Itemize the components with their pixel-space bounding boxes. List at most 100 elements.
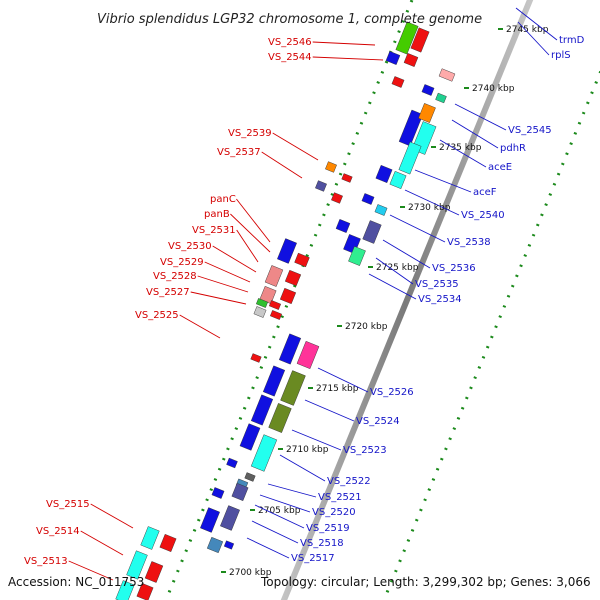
gene-label-vs_2540[interactable]: VS_2540 — [461, 210, 505, 221]
gene-label-vs_2524[interactable]: VS_2524 — [356, 416, 400, 427]
gene-label-vs_2528[interactable]: VS_2528 — [153, 271, 197, 282]
gene-label-vs_2531[interactable]: VS_2531 — [192, 225, 236, 236]
gene-block — [389, 171, 407, 189]
gene-label-vs_2521[interactable]: VS_2521 — [318, 492, 362, 503]
leader-line-left — [80, 530, 124, 556]
gene-block — [403, 53, 419, 67]
gene-label-vs_2534[interactable]: VS_2534 — [418, 294, 462, 305]
gene-label-vs_2519[interactable]: VS_2519 — [306, 523, 350, 534]
gene-block — [136, 583, 154, 600]
gene-label-vs_2536[interactable]: VS_2536 — [432, 263, 476, 274]
gene-block — [231, 483, 249, 501]
gene-label-vs_2517[interactable]: VS_2517 — [291, 553, 335, 564]
gene-block — [264, 265, 284, 287]
gene-label-pdhr[interactable]: pdhR — [500, 143, 526, 154]
gene-block — [361, 193, 375, 205]
gene-label-vs_2539[interactable]: VS_2539 — [228, 128, 272, 139]
gene-block — [335, 219, 351, 233]
gene-label-vs_2538[interactable]: VS_2538 — [447, 237, 491, 248]
gene-block — [279, 287, 297, 305]
kbp-label: 2725 kbp — [376, 263, 419, 273]
outer-dotted-tracks — [164, 0, 600, 600]
gene-block — [398, 141, 422, 175]
gene-label-vs_2522[interactable]: VS_2522 — [327, 476, 371, 487]
leader-line-right — [368, 273, 417, 300]
leader-line-left — [68, 560, 114, 581]
gene-block — [226, 457, 238, 469]
leader-line-right — [414, 169, 472, 193]
gene-label-vs_2535[interactable]: VS_2535 — [415, 279, 459, 290]
gene-label-vs_2523[interactable]: VS_2523 — [343, 445, 387, 456]
leader-line-right — [279, 454, 326, 482]
gene-block — [159, 534, 177, 552]
leader-line-right — [515, 7, 558, 41]
leader-line-right — [382, 239, 431, 269]
gene-block — [220, 505, 240, 531]
gene-block — [418, 103, 436, 123]
gene-label-vs_2514[interactable]: VS_2514 — [36, 526, 80, 537]
gene-label-vs_2525[interactable]: VS_2525 — [135, 310, 179, 321]
gene-block — [438, 68, 456, 82]
gene-block — [200, 507, 220, 533]
leader-line-right — [254, 504, 305, 529]
leader-line-left — [230, 213, 271, 253]
gene-label-vs_2545[interactable]: VS_2545 — [508, 125, 552, 136]
gene-label-vs_2520[interactable]: VS_2520 — [312, 507, 356, 518]
gene-label-vs_2544[interactable]: VS_2544 — [268, 52, 312, 63]
gene-block — [325, 161, 337, 173]
leader-line-right — [404, 189, 460, 216]
gene-label-rpls[interactable]: rplS — [551, 50, 571, 61]
leader-line-left — [312, 56, 384, 61]
gene-label-vs_2537[interactable]: VS_2537 — [217, 147, 261, 158]
gene-block — [144, 561, 164, 583]
gene-label-acee[interactable]: aceE — [488, 162, 512, 173]
gene-block — [391, 76, 405, 88]
kbp-label: 2740 kbp — [472, 84, 515, 94]
leader-line-left — [204, 261, 251, 283]
gene-label-vs_2526[interactable]: VS_2526 — [370, 387, 414, 398]
gene-block — [223, 540, 235, 550]
gene-label-vs_2530[interactable]: VS_2530 — [168, 241, 212, 252]
kbp-label: 2700 kbp — [229, 568, 272, 578]
gene-label-vs_2518[interactable]: VS_2518 — [300, 538, 344, 549]
leader-line-left — [236, 198, 271, 243]
leader-line-right — [246, 537, 290, 559]
gene-label-trmd[interactable]: trmD — [559, 35, 585, 46]
leader-line-left — [179, 314, 221, 339]
backbone-line — [280, 0, 534, 600]
gene-block — [206, 536, 224, 554]
gene-block — [253, 306, 267, 318]
chromosome-backbone — [280, 0, 534, 600]
leader-line-right — [291, 429, 342, 451]
gene-label-vs_2513[interactable]: VS_2513 — [24, 556, 68, 567]
gene-label-panb[interactable]: panB — [204, 209, 230, 220]
gene-label-vs_2527[interactable]: VS_2527 — [146, 287, 190, 298]
gene-block — [268, 403, 292, 433]
gene-label-vs_2515[interactable]: VS_2515 — [46, 499, 90, 510]
gene-label-vs_2529[interactable]: VS_2529 — [160, 257, 204, 268]
gene-block — [435, 92, 447, 104]
leader-line-right — [439, 139, 487, 168]
gene-label-vs_2546[interactable]: VS_2546 — [268, 37, 312, 48]
gene-label-acef[interactable]: aceF — [473, 187, 497, 198]
gene-block — [375, 165, 393, 183]
map-title: Vibrio splendidus LGP32 chromosome 1, co… — [97, 12, 482, 27]
gene-block — [315, 180, 327, 192]
gene-labels[interactable]: VS_2546 VS_2544 VS_2539 VS_2537 panC panB VS_2… — [24, 35, 585, 567]
gene-block — [421, 84, 435, 96]
kbp-label: 2720 kbp — [345, 322, 388, 332]
gene-block — [250, 394, 274, 426]
gene-block — [398, 109, 424, 147]
gene-block — [250, 353, 262, 363]
gene-label-panc[interactable]: panC — [210, 194, 236, 205]
leader-line-right — [304, 399, 355, 422]
gene-block — [410, 27, 430, 53]
gene-block — [126, 550, 148, 580]
kbp-label: 2745 kbp — [506, 25, 549, 35]
gene-block — [277, 238, 297, 264]
gene-block — [262, 365, 286, 397]
leader-line-left — [190, 291, 247, 305]
gene-block — [268, 300, 282, 310]
gene-block — [362, 220, 382, 244]
